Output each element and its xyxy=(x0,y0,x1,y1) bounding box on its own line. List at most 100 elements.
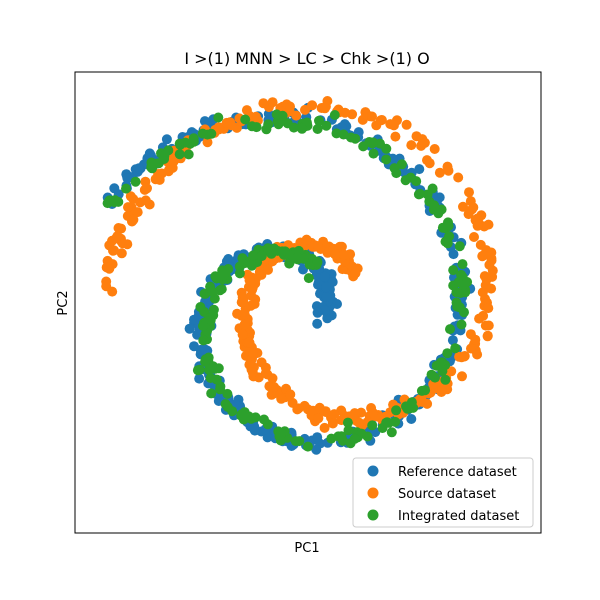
data-point-series-1 xyxy=(128,214,139,225)
data-point-series-1 xyxy=(371,120,382,131)
legend: Reference dataset Source dataset Integra… xyxy=(352,457,534,528)
legend-marker-source xyxy=(367,487,379,499)
data-point-series-2 xyxy=(192,365,203,376)
data-point-series-2 xyxy=(457,259,468,270)
data-point-series-2 xyxy=(321,120,332,131)
data-point-series-0 xyxy=(312,307,323,318)
data-point-series-2 xyxy=(415,188,425,199)
data-point-series-1 xyxy=(401,119,412,130)
data-point-series-2 xyxy=(442,348,453,359)
data-point-series-1 xyxy=(202,137,213,148)
legend-label-source: Source dataset xyxy=(398,487,496,502)
data-point-series-1 xyxy=(478,310,489,321)
data-point-series-2 xyxy=(292,252,303,263)
data-point-series-2 xyxy=(246,260,257,271)
data-point-series-1 xyxy=(300,104,310,115)
data-point-series-2 xyxy=(396,159,407,170)
data-point-series-1 xyxy=(486,283,497,294)
data-point-series-0 xyxy=(122,173,133,184)
data-point-series-1 xyxy=(470,334,481,345)
data-point-series-2 xyxy=(389,163,400,174)
data-point-series-2 xyxy=(455,288,466,298)
data-point-series-2 xyxy=(263,119,274,130)
data-point-series-1 xyxy=(112,231,123,242)
data-point-series-0 xyxy=(406,414,417,424)
data-point-series-2 xyxy=(121,183,131,194)
data-point-series-2 xyxy=(400,175,411,186)
data-point-series-2 xyxy=(273,119,284,130)
data-point-series-1 xyxy=(459,351,469,362)
data-point-series-1 xyxy=(221,117,232,128)
data-point-series-1 xyxy=(267,256,278,267)
data-point-series-1 xyxy=(107,286,118,297)
data-point-series-2 xyxy=(199,288,210,299)
data-point-series-2 xyxy=(440,374,451,385)
data-point-series-2 xyxy=(198,335,209,346)
data-point-series-2 xyxy=(368,137,379,148)
data-point-series-1 xyxy=(429,144,440,154)
data-point-series-1 xyxy=(116,248,127,259)
legend-label-reference: Reference dataset xyxy=(398,465,517,480)
data-point-series-2 xyxy=(297,123,307,134)
data-point-series-2 xyxy=(276,428,287,439)
data-point-series-1 xyxy=(434,167,445,178)
data-point-series-2 xyxy=(206,388,217,399)
data-point-series-0 xyxy=(161,134,172,145)
data-point-series-1 xyxy=(269,382,280,392)
data-point-series-2 xyxy=(391,405,402,416)
data-point-series-2 xyxy=(197,128,208,139)
data-point-series-1 xyxy=(214,124,225,135)
data-point-series-2 xyxy=(302,441,313,452)
data-point-series-2 xyxy=(445,324,455,335)
data-point-series-2 xyxy=(213,363,224,374)
data-point-series-2 xyxy=(198,321,208,331)
data-point-series-2 xyxy=(180,137,191,148)
data-point-series-2 xyxy=(450,343,461,354)
data-point-series-1 xyxy=(387,119,398,130)
data-point-series-1 xyxy=(453,172,464,183)
data-point-series-1 xyxy=(339,249,350,260)
data-point-series-2 xyxy=(454,241,465,252)
data-point-series-1 xyxy=(390,131,401,142)
data-point-series-2 xyxy=(234,261,245,272)
data-point-series-1 xyxy=(239,319,250,330)
data-point-series-0 xyxy=(312,432,323,443)
data-point-series-1 xyxy=(446,366,457,377)
data-point-series-2 xyxy=(303,273,314,284)
data-point-series-1 xyxy=(479,271,490,282)
data-point-series-1 xyxy=(142,183,152,194)
data-point-series-0 xyxy=(262,432,273,443)
data-point-series-2 xyxy=(420,385,431,396)
data-point-series-1 xyxy=(244,337,255,348)
data-point-series-2 xyxy=(406,397,417,408)
data-point-series-2 xyxy=(349,433,360,444)
data-point-series-0 xyxy=(199,116,210,127)
data-point-series-2 xyxy=(200,356,211,367)
data-point-series-1 xyxy=(244,359,255,370)
data-point-series-1 xyxy=(312,241,323,252)
data-point-series-0 xyxy=(194,373,205,384)
data-point-series-1 xyxy=(263,264,273,275)
data-point-series-1 xyxy=(475,239,486,250)
data-point-series-2 xyxy=(275,435,286,446)
data-point-series-1 xyxy=(406,140,417,151)
data-point-series-2 xyxy=(234,268,245,279)
data-point-series-1 xyxy=(319,103,330,114)
data-point-series-2 xyxy=(262,243,273,254)
data-point-series-1 xyxy=(113,223,124,233)
data-point-series-1 xyxy=(291,110,302,121)
data-point-series-2 xyxy=(435,357,446,368)
data-point-series-2 xyxy=(422,189,433,200)
data-point-series-1 xyxy=(301,234,312,245)
data-point-series-2 xyxy=(368,148,379,159)
data-point-series-2 xyxy=(381,154,392,165)
data-point-series-1 xyxy=(327,418,338,429)
x-axis-label: PC1 xyxy=(294,541,319,556)
data-point-series-1 xyxy=(484,259,495,270)
data-point-series-2 xyxy=(227,406,238,417)
data-point-series-1 xyxy=(419,137,430,148)
chart-title: I >(1) MNN > LC > Chk >(1) O xyxy=(184,49,429,68)
data-point-series-0 xyxy=(319,271,330,282)
data-point-series-2 xyxy=(243,411,254,422)
data-point-series-2 xyxy=(386,427,397,438)
